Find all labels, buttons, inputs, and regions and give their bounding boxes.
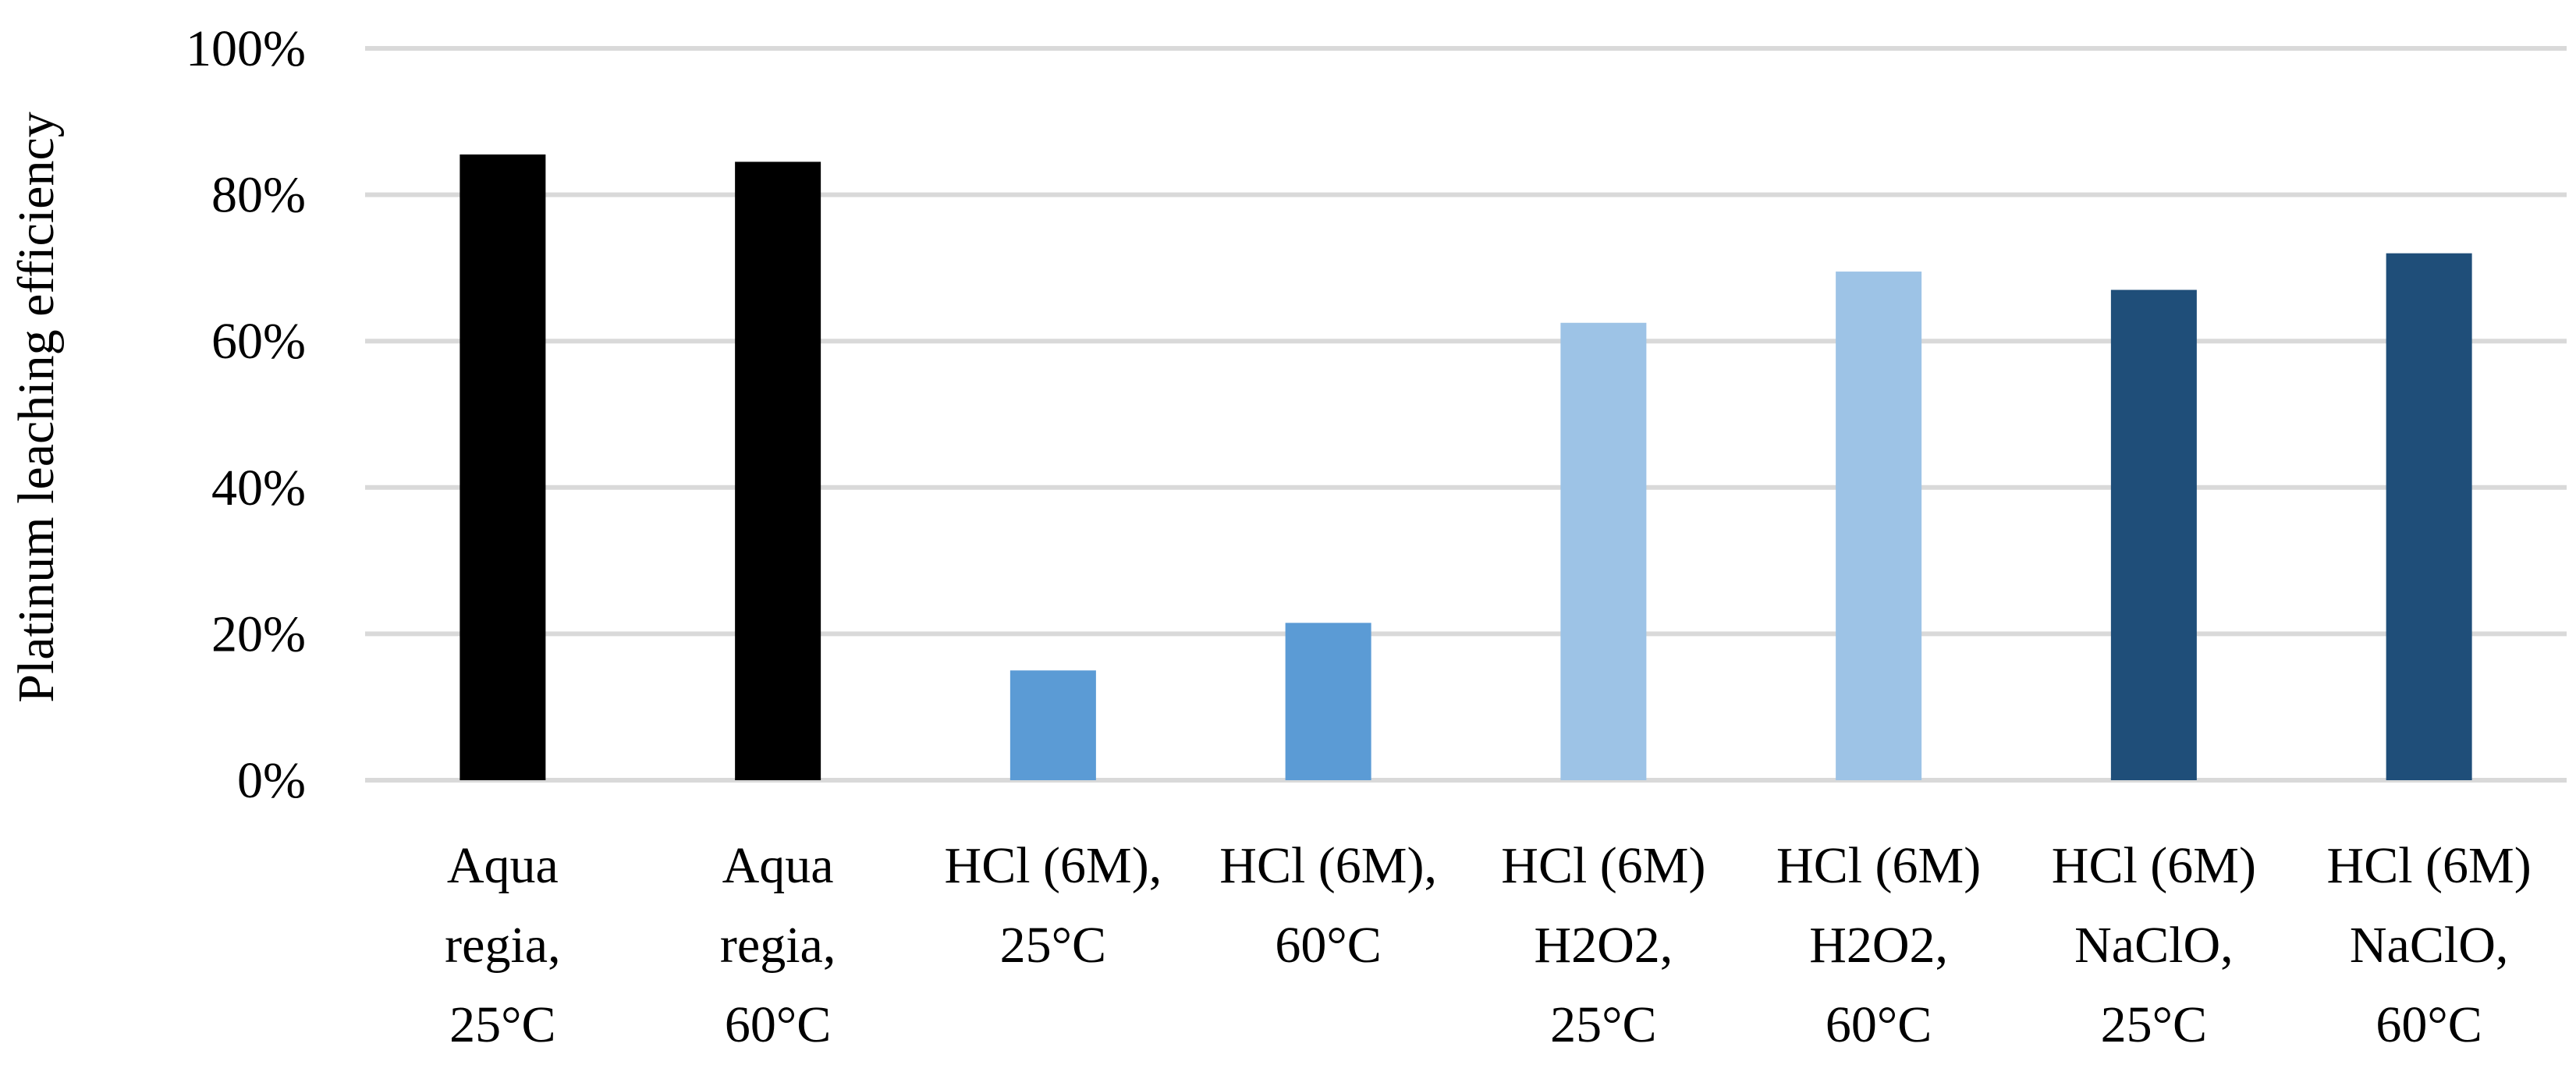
x-category-label-line: HCl (6M) — [1501, 837, 1705, 894]
x-category-labels: Aqua regia, 25°C Aqua regia, 60°C HCl (6M), 25°… — [445, 837, 2532, 1053]
y-tick-labels: 0% 20% 40% 60% 80% 100% — [186, 20, 306, 809]
x-category-label-line: Aqua — [722, 837, 834, 894]
x-category-label-line: HCl (6M) — [2052, 837, 2256, 894]
x-category-label-line: H2O2, — [1534, 917, 1673, 974]
x-category-label-line: 60°C — [1826, 996, 1932, 1053]
x-category-label-line: HCl (6M), — [1219, 837, 1437, 894]
x-category-label: HCl (6M) H2O2, 25°C — [1501, 837, 1705, 1053]
x-category-label-line: NaClO, — [2350, 917, 2508, 974]
x-category-label-line: regia, — [445, 917, 560, 974]
y-tick-label: 0% — [237, 752, 306, 809]
x-category-label-line: NaClO, — [2074, 917, 2233, 974]
x-category-label-line: 25°C — [1550, 996, 1656, 1053]
x-category-label: HCl (6M) H2O2, 60°C — [1776, 837, 1981, 1053]
x-category-label-line: 25°C — [1000, 917, 1106, 974]
y-tick-label: 80% — [211, 167, 306, 224]
x-category-label: Aqua regia, 60°C — [720, 837, 836, 1053]
bar — [1560, 322, 1647, 780]
x-category-label: HCl (6M) NaClO, 60°C — [2327, 837, 2532, 1053]
bar — [2110, 289, 2197, 780]
x-category-label-line: 25°C — [2101, 996, 2207, 1053]
x-category-label: HCl (6M), 60°C — [1219, 837, 1437, 974]
x-category-label-line: 60°C — [1275, 917, 1381, 974]
gridlines — [365, 46, 2567, 783]
x-category-label: Aqua regia, 25°C — [445, 837, 560, 1053]
y-tick-label: 60% — [211, 313, 306, 370]
bar — [2386, 253, 2472, 780]
x-category-label-line: HCl (6M), — [945, 837, 1162, 894]
x-category-label-line: 25°C — [449, 996, 555, 1053]
x-category-label-line: 60°C — [2376, 996, 2482, 1053]
x-category-label-line: regia, — [720, 917, 836, 974]
x-category-label-line: HCl (6M) — [1776, 837, 1981, 894]
y-axis-title: Platinum leaching efficiency — [8, 112, 65, 703]
bar — [1009, 670, 1096, 780]
x-category-label-line: 60°C — [725, 996, 831, 1053]
y-tick-label: 100% — [186, 20, 306, 77]
y-tick-label: 40% — [211, 460, 306, 516]
x-category-label: HCl (6M) NaClO, 25°C — [2052, 837, 2256, 1053]
x-category-label: HCl (6M), 25°C — [945, 837, 1162, 974]
bar — [735, 162, 821, 780]
bar — [1836, 272, 1922, 781]
bar — [459, 154, 546, 780]
y-tick-label: 20% — [211, 605, 306, 662]
x-category-label-line: Aqua — [447, 837, 559, 894]
bars — [459, 154, 2472, 781]
bar — [1285, 623, 1371, 780]
x-category-label-line: HCl (6M) — [2327, 837, 2532, 894]
x-category-label-line: H2O2, — [1809, 917, 1948, 974]
